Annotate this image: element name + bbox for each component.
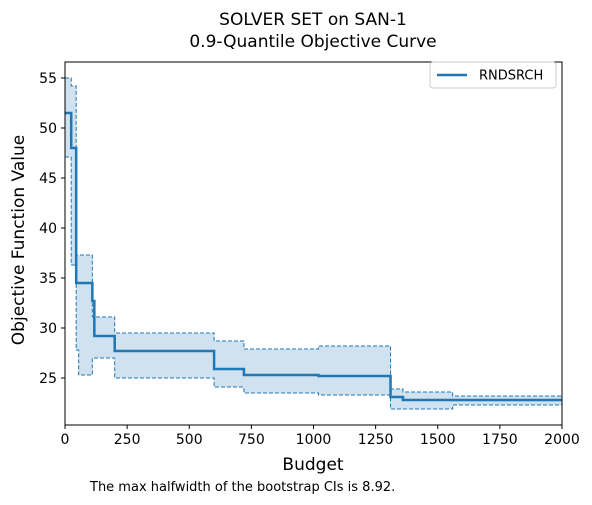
x-tick-label: 1750 [482,432,518,448]
series-line-rndsrch [65,111,562,402]
y-tick-label: 50 [39,121,57,137]
x-tick-label: 1500 [420,432,456,448]
y-tick-label: 25 [39,371,57,387]
x-tick-label: 250 [114,432,141,448]
x-axis-label: Budget [282,455,343,475]
ci-lower-line [65,156,562,410]
x-tick-label: 1250 [358,432,394,448]
y-axis-label: Objective Function Value [9,135,29,345]
legend-box [429,61,557,89]
y-tick-label: 40 [39,221,57,237]
y-tick-label: 35 [39,271,57,287]
x-axis-ticks: 0 250 500 750 1000 1250 1500 1750 2000 [61,425,580,448]
legend: RNDSRCH [429,61,557,89]
bootstrap-halfwidth-caption: The max halfwidth of the bootstrap CIs i… [90,480,396,495]
legend-label-rndsrch: RNDSRCH [479,69,543,84]
x-tick-label: 0 [61,432,70,448]
x-tick-label: 1000 [296,432,332,448]
chart-title: SOLVER SET on SAN-1 [219,10,407,30]
objective-curve-chart: 0 250 500 750 1000 1250 1500 1750 2000 25 30 35 40 4… [9,10,580,475]
y-tick-label: 30 [39,321,57,337]
y-tick-label: 45 [39,171,57,187]
plot-area [64,61,563,426]
x-tick-label: 750 [238,432,265,448]
x-tick-label: 2000 [544,432,580,448]
y-axis-ticks: 25 30 35 40 45 50 55 [39,71,65,387]
x-tick-label: 500 [176,432,203,448]
y-tick-label: 55 [39,71,57,87]
chart-subtitle: 0.9-Quantile Objective Curve [189,32,436,52]
ci-band-fill [65,78,562,409]
